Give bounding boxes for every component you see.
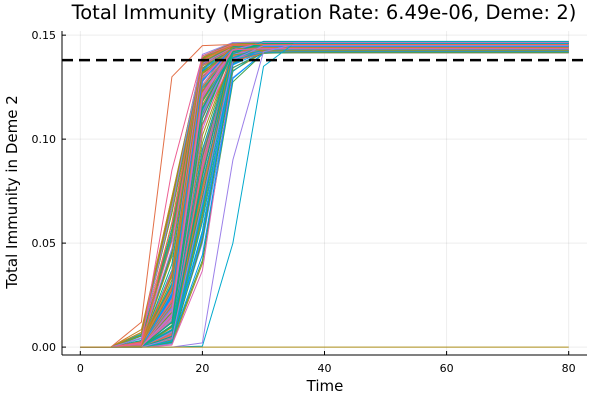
y-axis-label: Total Immunity in Deme 2	[3, 95, 21, 290]
x-tick-label: 20	[195, 362, 209, 375]
series-line	[80, 40, 569, 348]
axis-ticks: 0 20 40 60 80 0.00 0.05 0.10 0.15	[32, 29, 587, 375]
series-line	[80, 52, 569, 348]
y-tick-label: 0.15	[32, 29, 57, 42]
chart-title: Total Immunity (Migration Rate: 6.49e-06…	[71, 1, 577, 24]
x-tick-label: 40	[318, 362, 332, 375]
series-line	[80, 47, 569, 348]
x-tick-label: 0	[77, 362, 84, 375]
x-tick-label: 60	[440, 362, 454, 375]
x-axis-label: Time	[306, 377, 344, 395]
series-line	[80, 47, 569, 348]
series-line	[80, 49, 569, 348]
series-line	[80, 41, 569, 348]
x-tick-label: 80	[562, 362, 576, 375]
y-tick-label: 0.05	[32, 237, 57, 250]
series-line	[80, 45, 569, 348]
grid-lines	[62, 31, 587, 355]
series-line	[80, 44, 569, 348]
y-tick-label: 0.10	[32, 133, 57, 146]
y-tick-label: 0.00	[32, 341, 57, 354]
series-line	[80, 46, 569, 348]
series-lines	[80, 40, 569, 348]
series-line	[80, 48, 569, 348]
